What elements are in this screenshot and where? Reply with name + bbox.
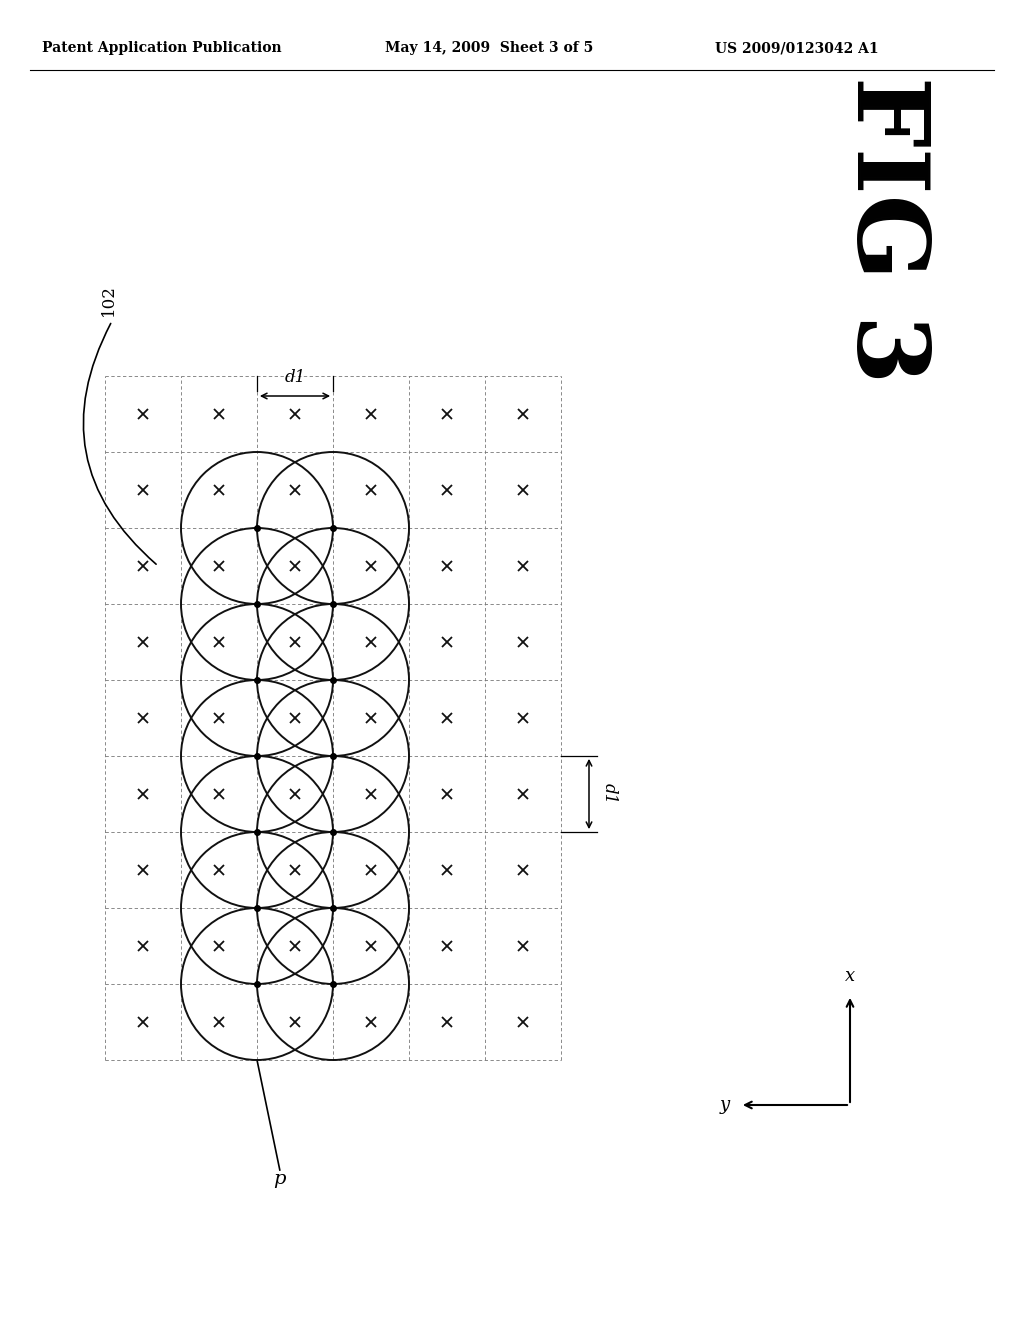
Text: x: x — [845, 968, 855, 985]
Text: 102: 102 — [100, 284, 117, 315]
Text: US 2009/0123042 A1: US 2009/0123042 A1 — [715, 41, 879, 55]
Text: May 14, 2009  Sheet 3 of 5: May 14, 2009 Sheet 3 of 5 — [385, 41, 593, 55]
Text: p: p — [273, 1170, 286, 1188]
Text: d1: d1 — [601, 783, 618, 805]
Text: d1: d1 — [285, 370, 305, 385]
Text: FIG 3: FIG 3 — [837, 77, 934, 384]
Text: Patent Application Publication: Patent Application Publication — [42, 41, 282, 55]
Text: y: y — [720, 1096, 730, 1114]
